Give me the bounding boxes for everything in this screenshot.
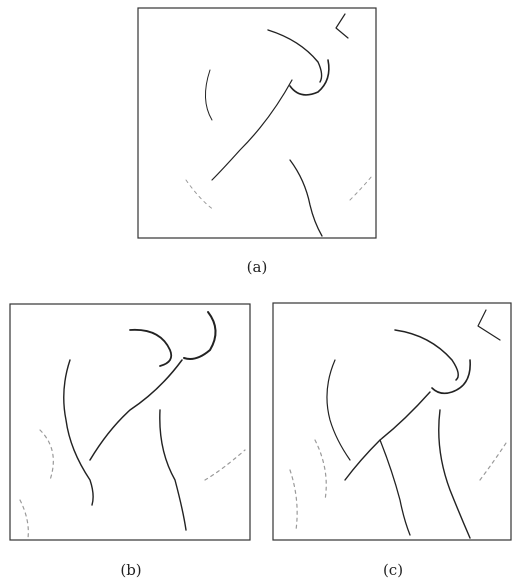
figure: (a) (b) (c) [0, 0, 513, 584]
image-frame [138, 8, 376, 238]
page: (a) (b) (c) (() => { const data = JSON.p… [0, 0, 513, 584]
panel-b: (b) [10, 304, 250, 579]
image-frame [273, 303, 511, 540]
panel-caption: (b) [120, 561, 141, 579]
panel-caption: (c) [383, 561, 403, 579]
panel-caption: (a) [247, 258, 268, 276]
panel-a: (a) [138, 8, 376, 276]
panel-c: (c) [273, 303, 511, 579]
